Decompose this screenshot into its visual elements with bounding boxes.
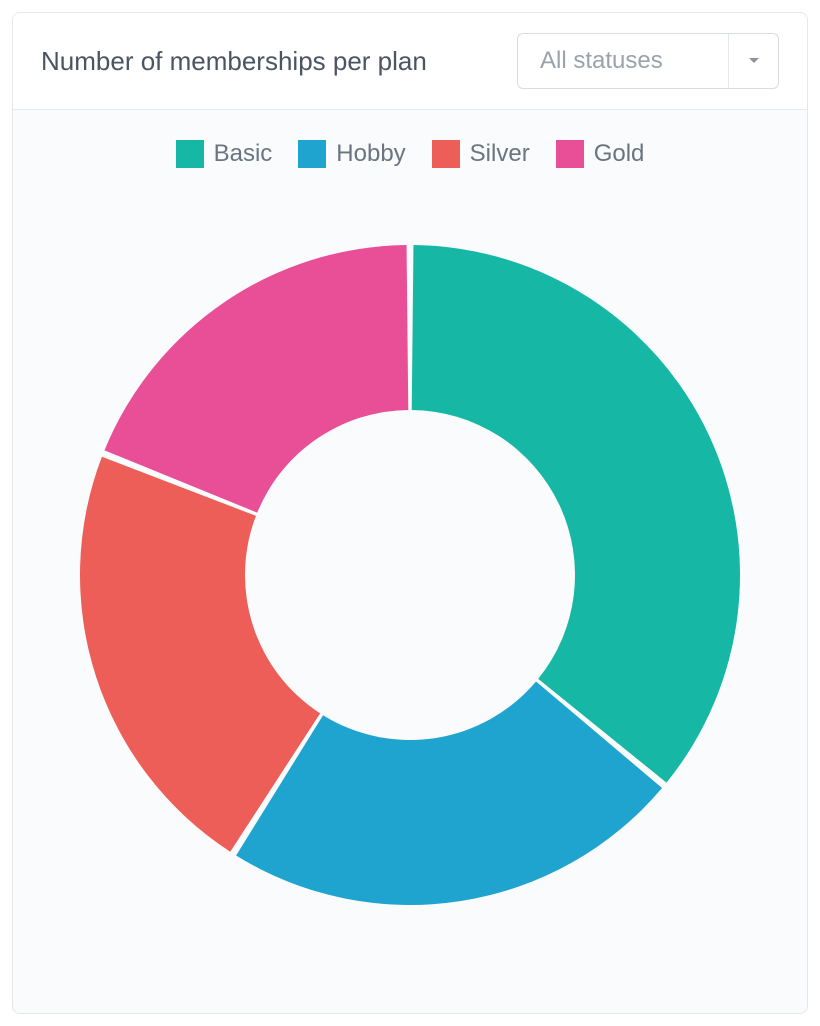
donut-slice[interactable]	[412, 245, 740, 783]
donut-slice[interactable]	[104, 245, 408, 513]
legend-item[interactable]: Hobby	[298, 140, 405, 168]
legend-swatch	[432, 140, 460, 168]
card-title: Number of memberships per plan	[41, 46, 427, 77]
status-filter-selected: All statuses	[518, 34, 728, 88]
status-filter-dropdown[interactable]: All statuses	[517, 33, 779, 89]
legend-label: Gold	[594, 140, 645, 168]
legend-swatch	[176, 140, 204, 168]
card-body: Basic Hobby Silver Gold	[13, 110, 807, 1013]
chevron-down-icon	[728, 34, 778, 88]
legend-item[interactable]: Gold	[556, 140, 645, 168]
legend-swatch	[556, 140, 584, 168]
chart-legend: Basic Hobby Silver Gold	[176, 140, 645, 168]
membership-chart-card: Number of memberships per plan All statu…	[12, 12, 808, 1014]
legend-swatch	[298, 140, 326, 168]
card-header: Number of memberships per plan All statu…	[13, 13, 807, 110]
donut-chart	[78, 243, 742, 907]
legend-label: Hobby	[336, 140, 405, 168]
legend-label: Basic	[214, 140, 273, 168]
legend-item[interactable]: Basic	[176, 140, 273, 168]
legend-label: Silver	[470, 140, 530, 168]
chart-area	[37, 186, 783, 963]
legend-item[interactable]: Silver	[432, 140, 530, 168]
